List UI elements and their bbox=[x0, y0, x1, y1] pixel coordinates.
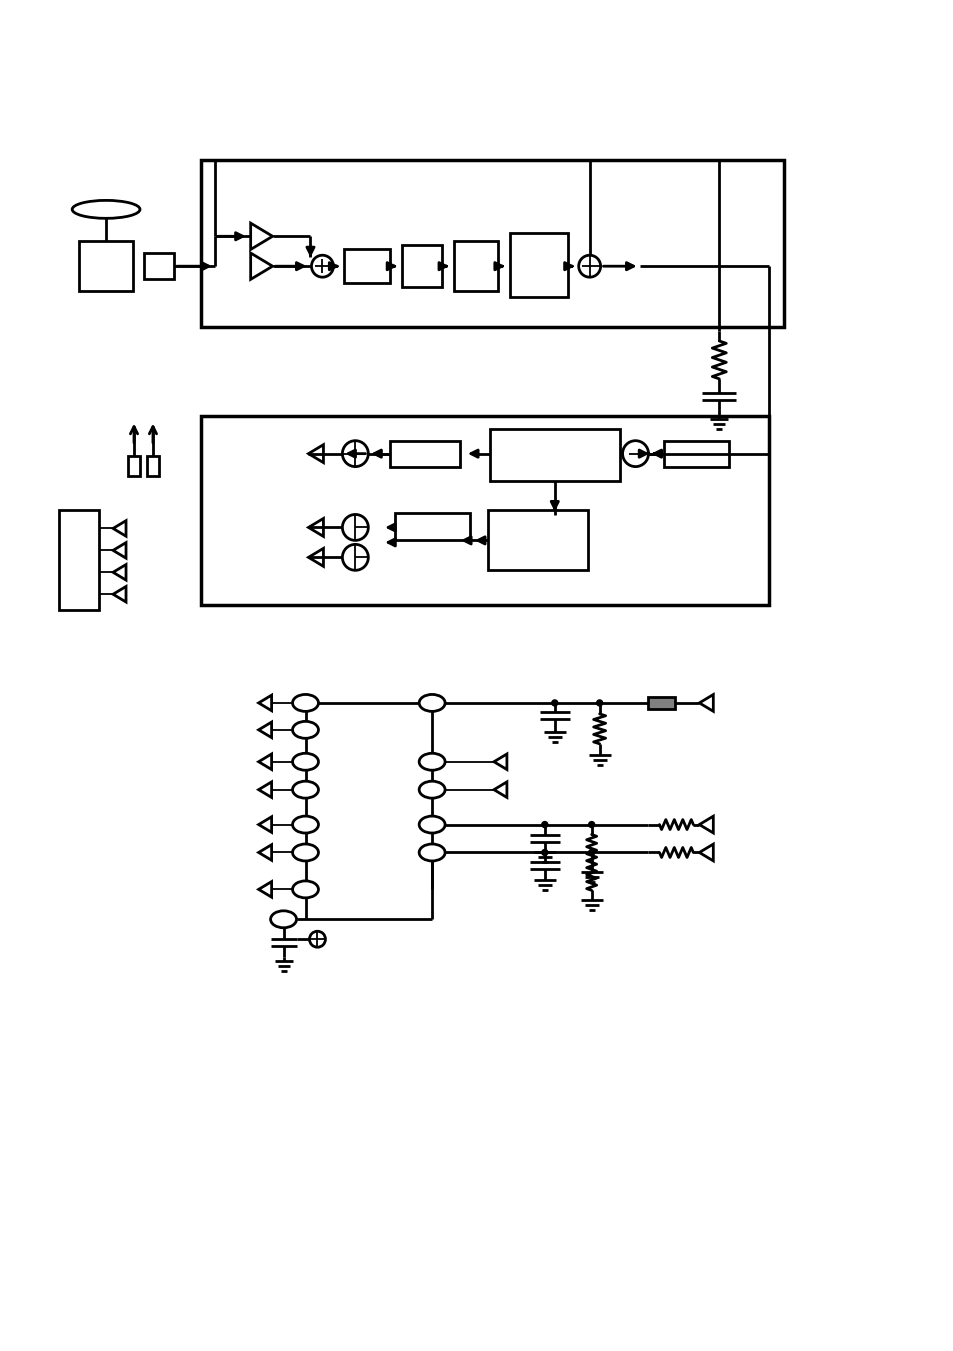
Ellipse shape bbox=[418, 754, 445, 770]
Bar bbox=[344, 249, 390, 284]
Bar bbox=[200, 159, 783, 327]
Ellipse shape bbox=[293, 694, 318, 712]
Ellipse shape bbox=[418, 816, 445, 834]
Circle shape bbox=[541, 821, 547, 828]
Bar bbox=[59, 511, 99, 611]
Ellipse shape bbox=[293, 816, 318, 834]
Bar bbox=[79, 242, 132, 290]
Bar bbox=[144, 253, 173, 280]
Bar bbox=[454, 242, 497, 290]
Bar bbox=[200, 416, 768, 605]
Ellipse shape bbox=[418, 781, 445, 798]
Circle shape bbox=[596, 700, 602, 707]
Bar bbox=[490, 428, 618, 481]
Ellipse shape bbox=[72, 200, 140, 219]
Bar bbox=[509, 234, 567, 297]
Circle shape bbox=[588, 821, 594, 828]
Ellipse shape bbox=[271, 911, 296, 928]
Bar bbox=[390, 440, 459, 466]
Ellipse shape bbox=[293, 844, 318, 861]
Bar bbox=[663, 440, 728, 466]
Circle shape bbox=[551, 700, 558, 707]
Ellipse shape bbox=[293, 881, 318, 898]
Circle shape bbox=[588, 850, 594, 855]
Circle shape bbox=[541, 850, 547, 855]
Bar bbox=[402, 246, 441, 288]
Bar bbox=[128, 455, 140, 476]
Bar bbox=[647, 697, 675, 709]
Bar bbox=[147, 455, 159, 476]
Ellipse shape bbox=[418, 844, 445, 861]
Ellipse shape bbox=[293, 721, 318, 738]
Bar bbox=[395, 513, 470, 540]
Ellipse shape bbox=[293, 754, 318, 770]
Ellipse shape bbox=[418, 694, 445, 712]
Ellipse shape bbox=[293, 781, 318, 798]
Bar bbox=[487, 511, 587, 570]
